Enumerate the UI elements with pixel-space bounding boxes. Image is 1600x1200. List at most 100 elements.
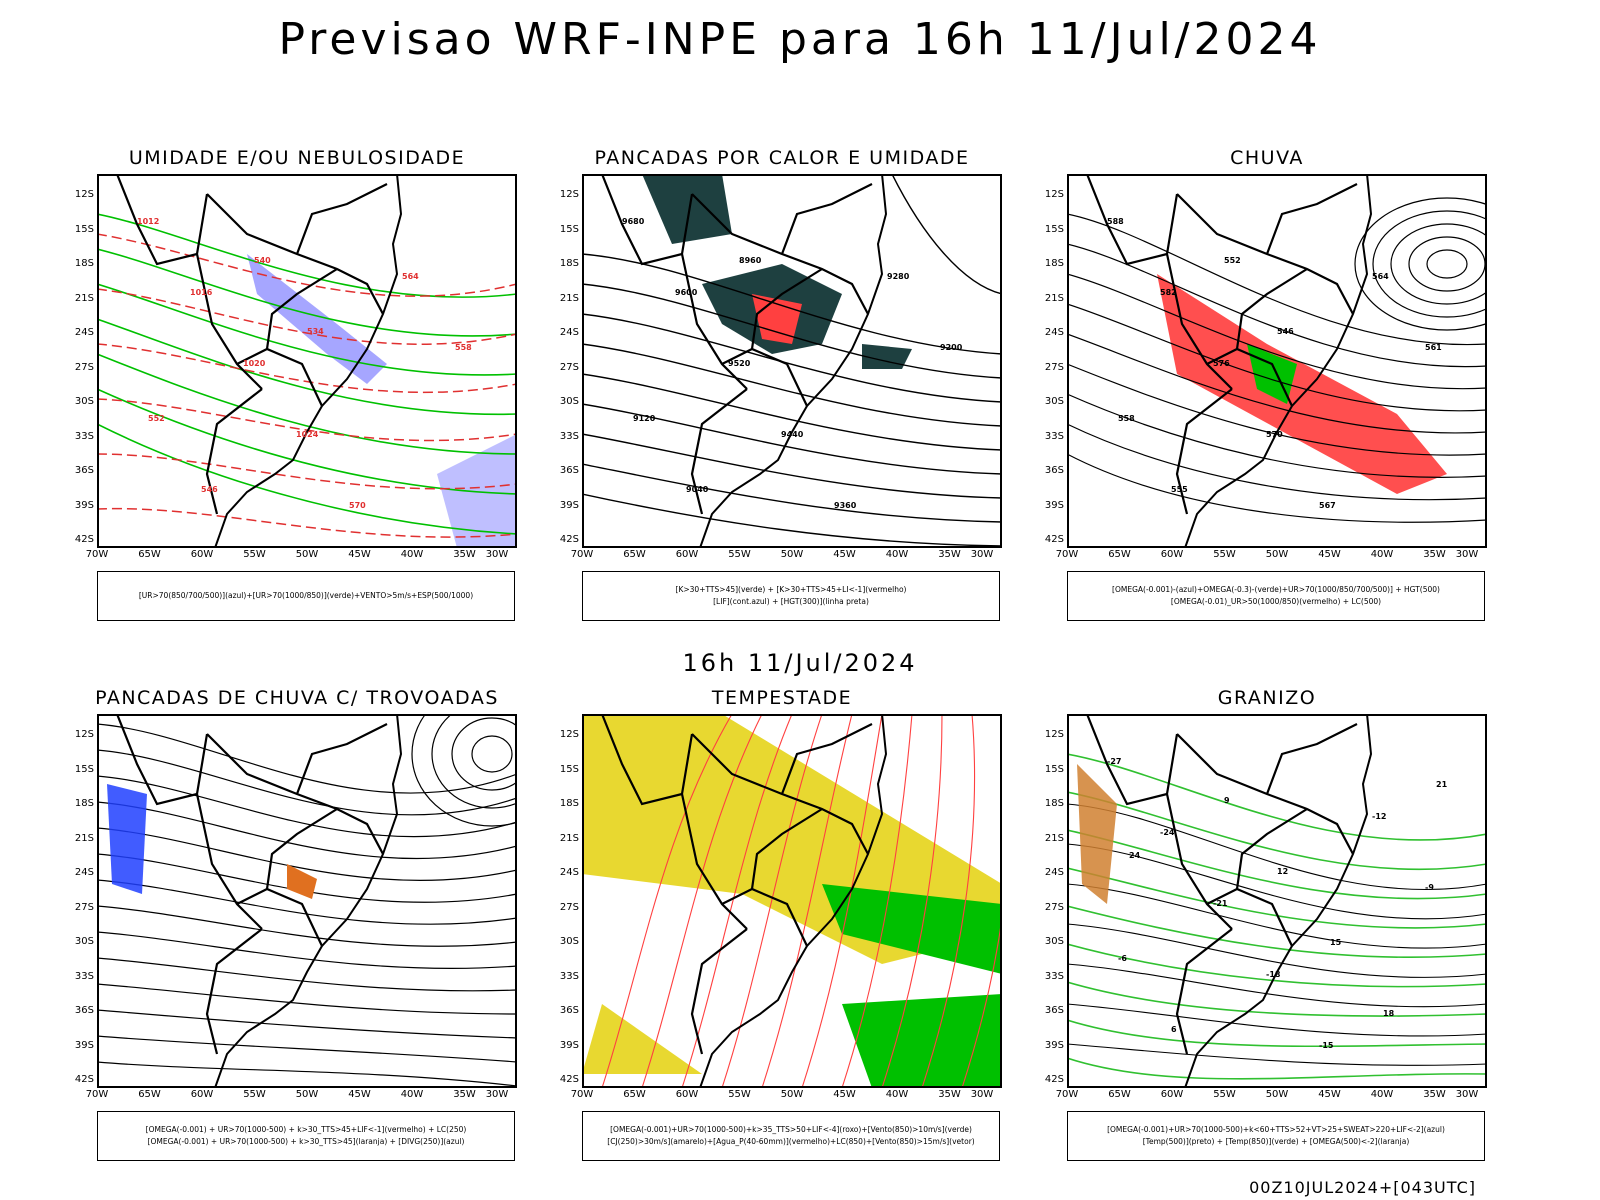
streamline <box>1067 453 1487 523</box>
forecast-time: 16h 11/Jul/2024 <box>682 649 918 677</box>
country-border <box>1176 193 1354 315</box>
lat-tick-label: 30S <box>74 396 94 407</box>
rh-contour <box>97 213 517 298</box>
streamline <box>921 714 976 1088</box>
lat-tick-label: 42S <box>1044 534 1064 545</box>
lat-tick-label: 18S <box>74 258 94 269</box>
lat-tick-label: 30S <box>74 936 94 947</box>
map-area: -27 -24 -21 -18 -15 -12 -9 -6 6 9 12 15 18 21 24 <box>1067 714 1487 1088</box>
model-run-label: 00Z10JUL2024+[043UTC] <box>1249 1178 1476 1197</box>
map-panel-heat-showers: PANCADAS POR CALOR E UMIDADE 12S 15S 18S 21S… <box>547 147 1017 647</box>
map-area: 588 582 576 570 567 564 561 558 555 552 546 <box>1067 174 1487 548</box>
streamline <box>641 714 763 1088</box>
geography-layer <box>1085 714 1373 1088</box>
lon-tick-label: 50W <box>1265 1089 1289 1100</box>
contour-label: 9440 <box>781 430 804 439</box>
temp500-contour <box>1067 803 1487 891</box>
geography-layer <box>600 714 888 1088</box>
country-border <box>600 174 683 266</box>
field-layer <box>97 714 517 1087</box>
lon-tick-label: 70W <box>570 1089 594 1100</box>
hgt300-contour <box>582 433 1002 499</box>
contour-label: 561 <box>1425 343 1442 352</box>
temp850-contour <box>1067 867 1487 929</box>
lat-tick-label: 15S <box>559 763 579 775</box>
lat-tick-label: 15S <box>74 223 94 235</box>
lon-tick-label: 70W <box>85 549 109 560</box>
lon-tick-label: 30W <box>1455 549 1479 560</box>
lat-tick-label: 33S <box>1044 970 1064 982</box>
streamline <box>1067 393 1487 478</box>
hgt500-contour <box>1408 236 1486 292</box>
map-frame <box>1067 714 1487 1088</box>
country-border <box>1265 723 1358 795</box>
country-border <box>1165 733 1233 930</box>
lat-tick-label: 18S <box>559 258 579 269</box>
lon-tick-label: 65W <box>138 549 161 560</box>
contour-label: 9120 <box>633 414 656 423</box>
contour-label: 546 <box>201 485 218 494</box>
contour-label: 570 <box>1266 430 1283 439</box>
hgt300-contour <box>582 463 1002 523</box>
lat-tick-label: 36S <box>1044 465 1064 476</box>
streamline <box>97 801 517 860</box>
contour-label: 570 <box>349 501 366 510</box>
lat-tick-label: 27S <box>1044 361 1064 373</box>
streamline <box>411 714 517 827</box>
contour-label: 6 <box>1171 1025 1177 1034</box>
country-border <box>195 193 263 390</box>
hgt500-contour <box>1426 249 1468 279</box>
contour-label: 9520 <box>728 359 751 368</box>
contour-label: 552 <box>148 414 165 423</box>
geography-layer <box>115 714 403 1088</box>
legend-line: [CJ(250)>30m/s](amarelo)+[Agua_P(40-60mm… <box>607 1137 975 1146</box>
country-border <box>1085 714 1168 806</box>
legend-line: [OMEGA(-0.001)+UR>70(1000-500)+k>35_TTS>… <box>610 1125 972 1134</box>
country-border <box>1165 193 1233 390</box>
contour-label: -9 <box>1425 883 1434 892</box>
contour-label: 582 <box>1160 288 1177 297</box>
contour-label: 12 <box>1277 867 1288 876</box>
lon-tick-label: 65W <box>623 549 646 560</box>
lat-tick-label: 42S <box>1044 1074 1064 1085</box>
rh-contour <box>97 353 517 455</box>
country-border <box>680 733 748 930</box>
lon-tick-label: 55W <box>728 1089 751 1100</box>
convection-area <box>287 864 317 899</box>
lat-tick-label: 33S <box>559 970 579 982</box>
lat-tick-label: 36S <box>74 465 94 476</box>
map-area: 9680 9600 9520 9440 9360 9280 9200 9120 9040 8960 <box>582 174 1002 548</box>
contour-label: 24 <box>1129 851 1141 860</box>
panel-title: CHUVA <box>1230 147 1304 169</box>
geography-layer <box>1085 174 1373 548</box>
rain-area <box>1157 274 1447 494</box>
lon-tick-label: 65W <box>623 1089 646 1100</box>
contour-label: 1016 <box>190 288 213 297</box>
contour-label: 558 <box>1118 414 1135 423</box>
map-panel-storm: TEMPESTADE 12S 15S 18S 21S 24S 27S 30S 33S 36S 39S… <box>547 687 1017 1187</box>
streamline <box>881 714 943 1088</box>
streamline <box>451 717 517 791</box>
contour-label: 534 <box>307 327 324 336</box>
lat-tick-label: 33S <box>1044 430 1064 442</box>
lon-tick-label: 45W <box>833 549 856 560</box>
lat-tick-label: 39S <box>74 1039 94 1051</box>
contour-label: 546 <box>1277 327 1294 336</box>
lat-tick-label: 36S <box>559 1005 579 1016</box>
lat-tick-label: 18S <box>1044 798 1064 809</box>
lon-tick-label: 55W <box>1213 549 1236 560</box>
streamline <box>1067 243 1487 368</box>
panel-legend: [OMEGA(-0.001)+UR>70(1000-500)+k<60+TTS>… <box>1067 1111 1485 1161</box>
country-border <box>295 183 388 255</box>
country-border <box>600 714 683 806</box>
lat-tick-label: 24S <box>559 327 579 338</box>
temp850-contour <box>1067 1019 1487 1048</box>
country-border <box>265 268 338 350</box>
hgt300-contour <box>891 174 1002 295</box>
lon-tick-label: 65W <box>138 1089 161 1100</box>
panel-title: PANCADAS DE CHUVA C/ TROVOADAS <box>95 687 499 709</box>
streamline <box>721 714 823 1088</box>
map-svg <box>97 714 517 1088</box>
field-layer <box>1067 197 1487 523</box>
lon-tick-label: 60W <box>675 1089 699 1100</box>
